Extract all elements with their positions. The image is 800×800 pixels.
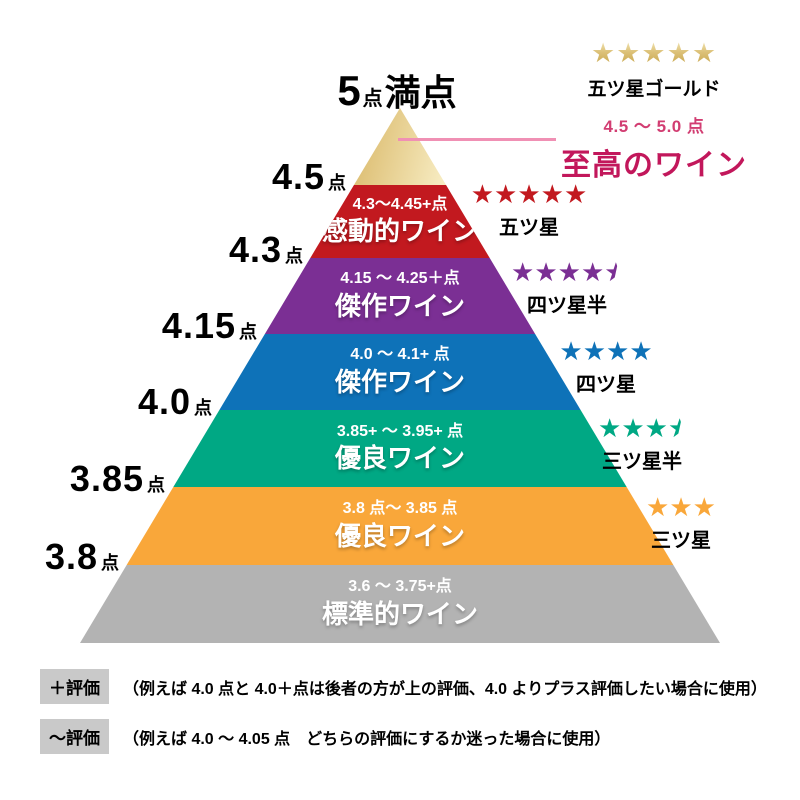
score-unit: 点 [194, 398, 212, 418]
star-icons: ★★★★ [556, 338, 656, 364]
star-rating-label: 五ツ星 [499, 217, 559, 239]
star-icon: ★ [621, 413, 645, 443]
star-rating-label: 三ツ星 [651, 530, 711, 552]
band-score-range: 3.85+ ～ 3.95+ 点 [336, 422, 464, 440]
gold-star-icon: ★ [691, 38, 718, 68]
star-rating-label: 三ツ星半 [602, 451, 682, 473]
legend-note: ＋評価 （例えば 4.0 点と 4.0＋点は後者の方が上の評価、4.0 よりプラス… [40, 669, 767, 704]
pyramid-band-6: 3.6 ～ 3.75+点標準的ワイン [80, 565, 720, 643]
half-star-icon: ★ [667, 413, 692, 443]
pyramid-band-1: 4.3～4.45+点感動的ワイン [80, 185, 720, 258]
gold-star-icon: ★ [641, 38, 667, 68]
score-value: 4.5 [271, 156, 325, 197]
star-rating-row: ★★★★ 四ツ星 [556, 338, 656, 397]
gold-star-icon: ★ [666, 38, 692, 68]
star-icon: ★ [582, 336, 606, 366]
star-rating-row: ★★★★ 三ツ星半 [598, 415, 686, 474]
legend-note-badge: ～評価 [40, 719, 109, 754]
score-value: 3.85 [69, 458, 144, 499]
legend-note-text: （例えば 4.0 点と 4.0＋点は後者の方が上の評価、4.0 よりプラス評価し… [123, 680, 767, 698]
star-icon: ★ [669, 492, 693, 522]
title-score-number: 5 [337, 67, 361, 114]
band-tier-name: 感動的ワイン [321, 216, 478, 247]
score-value: 4.3 [228, 229, 282, 270]
star-icons: ★★★ [643, 494, 719, 520]
legend-note-badge: ＋評価 [40, 669, 109, 704]
score-unit: 点 [285, 246, 303, 266]
score-unit: 点 [101, 553, 119, 573]
star-icons: ★★★★★ [467, 181, 591, 207]
star-rating-label: 四ツ星 [576, 374, 636, 396]
score-value: 4.0 [137, 381, 191, 422]
star-icon: ★ [470, 179, 495, 209]
page-title: 5 点満点 [247, 64, 547, 116]
score-unit: 点 [147, 475, 165, 495]
star-icon: ★ [540, 179, 564, 209]
legend-note-text: （例えば 4.0 ～ 4.05 点 どちらの評価にするか迷った場合に使用） [123, 730, 611, 748]
gold-star-icon: ★ [616, 38, 642, 68]
star-rating-row: ★★★★★ 四ツ星半 [511, 259, 623, 318]
star-rating-label: 四ツ星半 [527, 295, 607, 317]
star-icon: ★ [646, 492, 670, 522]
star-icon: ★ [692, 492, 716, 522]
band-tier-name: 傑作ワイン [334, 290, 465, 321]
star-icon: ★ [559, 336, 583, 366]
band-score-range: 4.3～4.45+点 [352, 195, 448, 213]
title-suffix: 満点 [384, 72, 457, 113]
band-tier-name: 優良ワイン [334, 520, 465, 551]
score-threshold-label: 4.15 点 [162, 308, 257, 344]
star-icon: ★ [534, 257, 558, 287]
score-threshold-label: 4.0 点 [138, 384, 212, 420]
apex-tier-name: 至高のワイン [561, 149, 747, 182]
pyramid-band-5: 3.8 点～ 3.85 点優良ワイン [80, 487, 720, 565]
star-icon: ★ [629, 336, 653, 366]
star-rating-row: ★★★★★ 五ツ星 [467, 181, 591, 240]
apex-score-range: 4.5 ～ 5.0 点 [603, 117, 705, 136]
star-icon: ★ [511, 257, 535, 287]
band-tier-name: 優良ワイン [334, 443, 465, 474]
star-rating-row: ★★★ 三ツ星 [643, 494, 719, 553]
apex-connector-line [398, 138, 556, 141]
apex-rating-label: 五ツ星ゴールド [587, 79, 721, 100]
score-threshold-label: 3.8 点 [45, 539, 119, 575]
score-value: 4.15 [161, 305, 236, 346]
five-gold-stars-icon: ★★★★★ [556, 40, 752, 67]
star-icon: ★ [557, 257, 581, 287]
apex-rating-group: ★★★★★ 五ツ星ゴールド 4.5 ～ 5.0 点 至高のワイン [556, 40, 752, 184]
score-threshold-label: 4.3 点 [229, 232, 303, 268]
band-tier-name: 傑作ワイン [334, 366, 465, 397]
star-icon: ★ [580, 257, 605, 287]
star-icon: ★ [563, 179, 588, 209]
score-threshold-label: 4.5 点 [272, 159, 346, 195]
title-score-unit: 点 [362, 88, 383, 110]
band-score-range: 3.6 ～ 3.75+点 [348, 578, 452, 596]
star-icons: ★★★★★ [511, 259, 623, 285]
score-value: 3.8 [44, 536, 98, 577]
star-icon: ★ [494, 179, 518, 209]
star-icon: ★ [644, 413, 668, 443]
star-icons: ★★★★ [598, 415, 686, 441]
star-icon: ★ [606, 336, 630, 366]
half-star-icon: ★ [604, 257, 628, 287]
band-tier-name: 標準的ワイン [321, 598, 478, 629]
legend-note: ～評価 （例えば 4.0 ～ 4.05 点 どちらの評価にするか迷った場合に使用） [40, 719, 610, 754]
score-unit: 点 [328, 173, 346, 193]
band-score-range: 4.15 ～ 4.25＋点 [340, 270, 460, 288]
star-icon: ★ [598, 413, 622, 443]
band-score-range: 3.8 点～ 3.85 点 [342, 500, 458, 518]
score-threshold-label: 3.85 点 [70, 461, 165, 497]
gold-star-icon: ★ [590, 38, 617, 68]
score-unit: 点 [239, 322, 257, 342]
band-score-range: 4.0 ～ 4.1+ 点 [350, 346, 450, 364]
star-icon: ★ [517, 179, 541, 209]
